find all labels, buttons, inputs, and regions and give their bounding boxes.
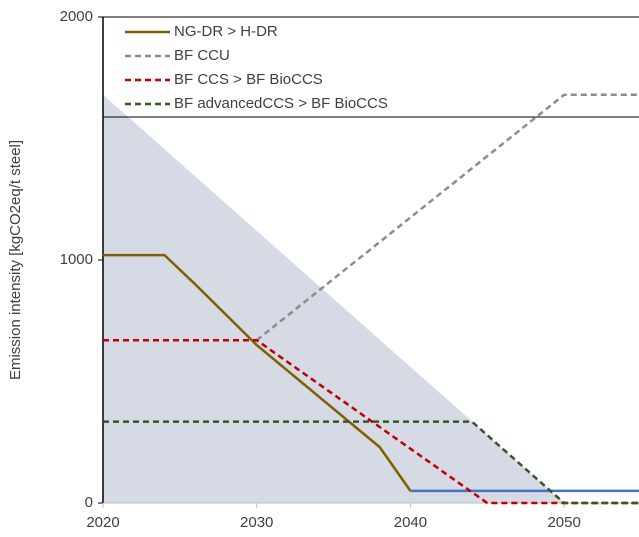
line [255, 93, 639, 342]
y-tick-label: 2000 [60, 8, 93, 25]
legend-label: BF advancedCCS > BF BioCCS [174, 95, 388, 112]
line [103, 420, 639, 505]
shaded-area [103, 94, 565, 503]
x-tick-label: 2040 [394, 514, 427, 531]
line [103, 253, 412, 492]
x-tick-label: 2030 [240, 514, 273, 531]
y-tick-label: 1000 [60, 251, 93, 268]
legend-box [102, 16, 639, 118]
x-tick-label: 2050 [547, 514, 580, 531]
x-tick-label: 2020 [86, 514, 119, 531]
legend-label: BF CCS > BF BioCCS [174, 71, 323, 88]
legend-label: BF CCU [174, 47, 230, 64]
y-axis-label: Emission intensity [kgCO2eq/t steel] [7, 140, 24, 380]
legend-label: NG-DR > H-DR [174, 23, 278, 40]
y-tick-label: 0 [85, 494, 93, 511]
